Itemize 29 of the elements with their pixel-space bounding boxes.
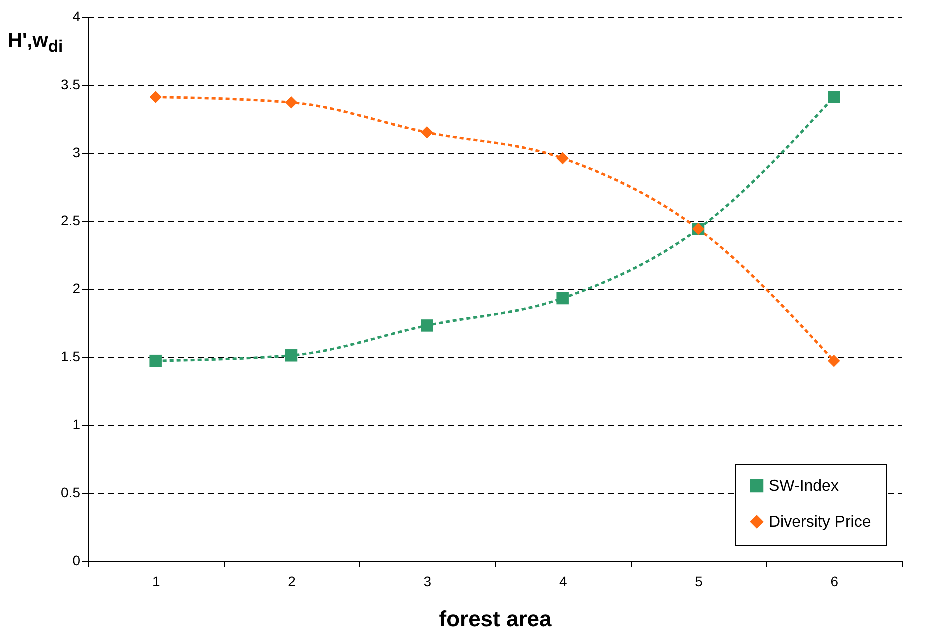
legend-label: Diversity Price <box>769 514 872 531</box>
legend-label: SW-Index <box>769 478 839 495</box>
y-tick-label: 2.5 <box>61 212 81 228</box>
x-axis-title: forest area <box>439 606 553 632</box>
point <box>285 96 298 109</box>
point <box>421 126 434 139</box>
point <box>828 91 840 104</box>
x-tick-label: 2 <box>288 574 296 590</box>
y-tick-label: 0.5 <box>61 484 81 500</box>
point <box>150 354 162 368</box>
point <box>556 152 569 165</box>
y-tick-label: 1.5 <box>61 348 81 364</box>
point <box>828 354 840 368</box>
point <box>421 320 434 332</box>
y-tick-label: 3.5 <box>61 76 81 92</box>
point <box>150 91 162 104</box>
y-tick-label: 0 <box>72 552 81 568</box>
x-tick-label: 4 <box>559 574 568 590</box>
y-tick-label: 4 <box>72 8 81 24</box>
y-tick-label: 1 <box>72 416 81 432</box>
y-tick-label: 2 <box>72 280 81 296</box>
point <box>285 350 298 362</box>
y-tick-label: 3 <box>72 144 81 160</box>
y-axis-title: H',w$_{di}$ <box>8 30 64 57</box>
x-tick-label: 6 <box>830 574 839 590</box>
point <box>556 292 569 305</box>
x-tick-label: 3 <box>424 574 432 590</box>
x-tick-label: 5 <box>695 574 704 590</box>
x-tick-label: 1 <box>152 574 160 590</box>
